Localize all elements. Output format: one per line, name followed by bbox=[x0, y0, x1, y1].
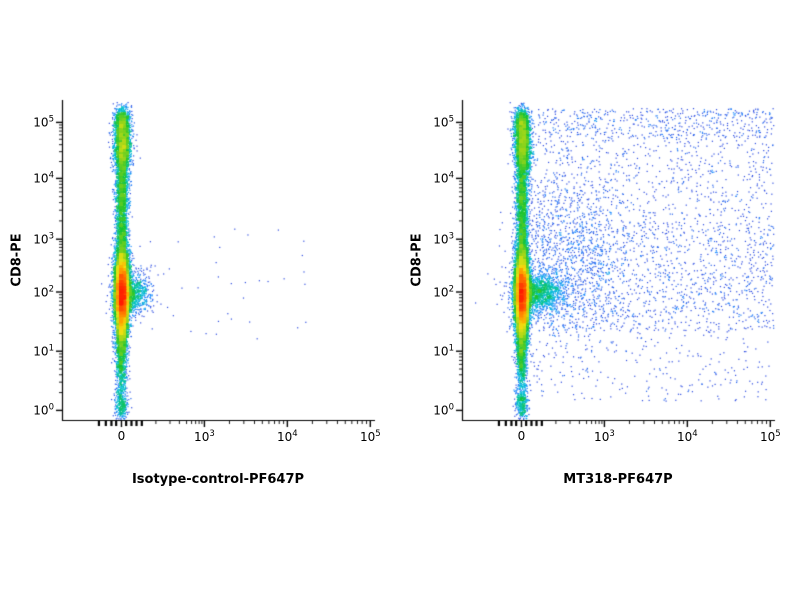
x-tick-label: 0 bbox=[517, 429, 526, 443]
y-tick-label: 103 bbox=[33, 231, 54, 247]
x-tick-label: 0 bbox=[117, 429, 126, 443]
y-tick-label: 105 bbox=[33, 114, 54, 130]
y-tick-label: 102 bbox=[433, 284, 454, 300]
y-tick-label: 101 bbox=[433, 343, 454, 359]
y-tick-label: 102 bbox=[33, 284, 54, 300]
x-tick-label: 103 bbox=[194, 429, 215, 444]
x-tick-label: 105 bbox=[759, 429, 781, 444]
y-axis-title-left: CD8-PE bbox=[9, 233, 25, 287]
y-tick-label: 100 bbox=[33, 402, 54, 418]
x-tick-label: 105 bbox=[359, 429, 381, 444]
y-axis-title-right: CD8-PE bbox=[409, 233, 425, 287]
y-tick-label: 103 bbox=[433, 231, 454, 247]
x-tick-label: 104 bbox=[677, 429, 698, 444]
y-tick-label: 105 bbox=[433, 114, 454, 130]
y-tick-label: 104 bbox=[433, 170, 454, 186]
x-tick-label: 103 bbox=[594, 429, 615, 444]
x-axis-title-right: MT318-PF647P bbox=[563, 472, 673, 487]
y-tick-label: 104 bbox=[33, 170, 54, 186]
y-tick-label: 101 bbox=[33, 343, 54, 359]
x-tick-label: 104 bbox=[277, 429, 298, 444]
x-axis-title-left: Isotype-control-PF647P bbox=[131, 472, 305, 487]
y-tick-label: 100 bbox=[433, 402, 454, 418]
